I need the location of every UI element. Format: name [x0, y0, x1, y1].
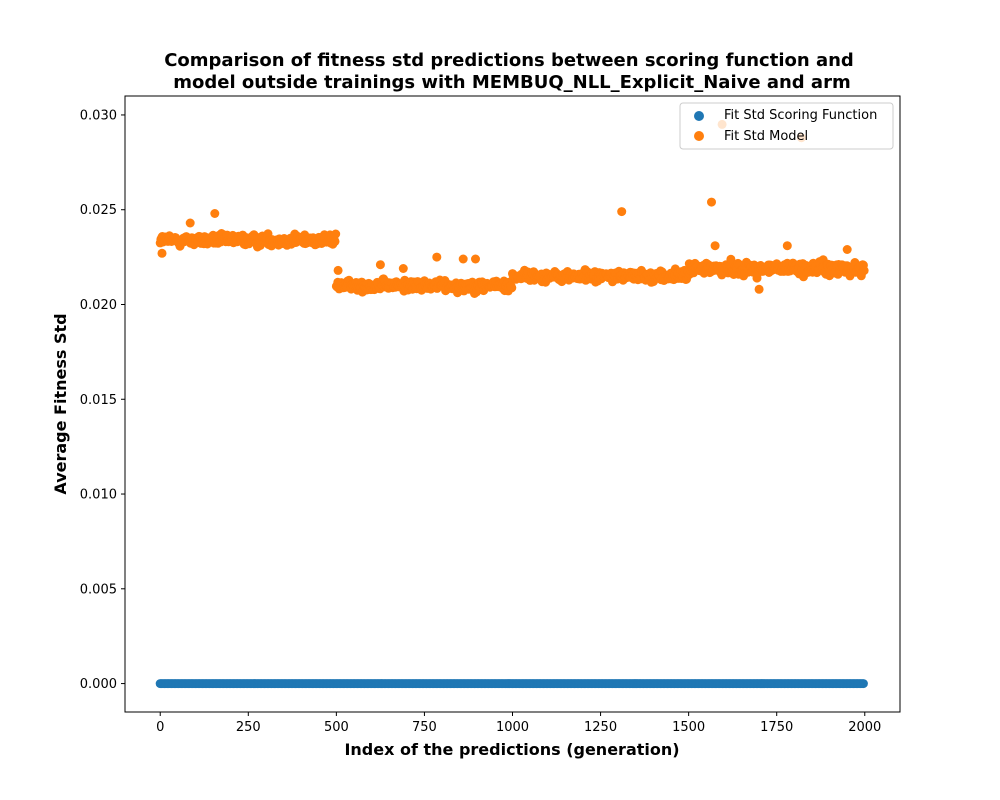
x-tick-label: 0: [156, 720, 164, 735]
data-point-model-outlier: [754, 284, 764, 294]
y-tick-label: 0.025: [80, 203, 117, 218]
data-point-model-outlier: [375, 260, 385, 270]
x-axis-ticks: 0 250 500 750 1000 1250 1500 1750 2000: [156, 712, 881, 735]
x-tick-label: 1750: [760, 720, 793, 735]
x-tick-label: 250: [236, 720, 261, 735]
legend-marker-scoring-function: [694, 111, 704, 121]
data-point-model-outlier: [432, 252, 442, 262]
points-layer: [155, 119, 869, 689]
data-point-model: [331, 229, 341, 239]
data-point-model-outlier: [210, 209, 220, 218]
y-tick-label: 0.015: [80, 393, 117, 408]
x-tick-label: 750: [412, 720, 437, 735]
legend-marker-model: [694, 131, 704, 141]
y-axis-ticks: 0.000 0.005 0.010 0.015 0.020 0.025 0.030: [80, 108, 125, 692]
legend: Fit Std Scoring Function Fit Std Model: [679, 102, 894, 150]
x-axis-label: Index of the predictions (generation): [344, 740, 679, 759]
legend-frame: [679, 102, 894, 150]
x-tick-label: 1000: [496, 720, 529, 735]
x-tick-label: 1500: [672, 720, 705, 735]
data-point-model: [330, 236, 340, 246]
legend-label-scoring-function: Fit Std Scoring Function: [724, 108, 877, 123]
data-point-model-outlier: [842, 245, 852, 254]
y-tick-label: 0.030: [80, 108, 117, 123]
data-point-model-outlier: [471, 254, 480, 264]
data-point-model-outlier: [458, 254, 468, 264]
data-point-model-outlier: [185, 218, 195, 228]
y-tick-label: 0.020: [80, 298, 117, 313]
y-tick-label: 0.005: [80, 582, 117, 597]
data-point-model: [726, 254, 736, 264]
data-point-model-outlier: [617, 207, 627, 217]
x-tick-label: 2000: [848, 720, 881, 735]
data-point-model-outlier: [707, 197, 716, 207]
data-point-model-outlier: [782, 241, 792, 251]
data-point-model-outlier: [333, 265, 343, 275]
data-point-model-outlier: [157, 248, 167, 258]
chart-title-line-1: Comparison of fitness std predictions be…: [164, 50, 854, 71]
data-point-model-outlier: [398, 264, 408, 273]
data-point-scoring-function: [858, 679, 868, 689]
y-axis-label: Average Fitness Std: [51, 313, 70, 494]
x-tick-label: 500: [324, 720, 349, 735]
data-point-model-outlier: [710, 241, 720, 251]
y-tick-label: 0.000: [80, 677, 117, 692]
legend-label-model: Fit Std Model: [724, 129, 808, 144]
chart-title-line-2: model outside trainings with MEMBUQ_NLL_…: [173, 72, 850, 93]
data-point-model: [507, 283, 517, 293]
data-point-model: [859, 266, 869, 276]
y-tick-label: 0.010: [80, 488, 117, 503]
x-tick-label: 1250: [584, 720, 617, 735]
